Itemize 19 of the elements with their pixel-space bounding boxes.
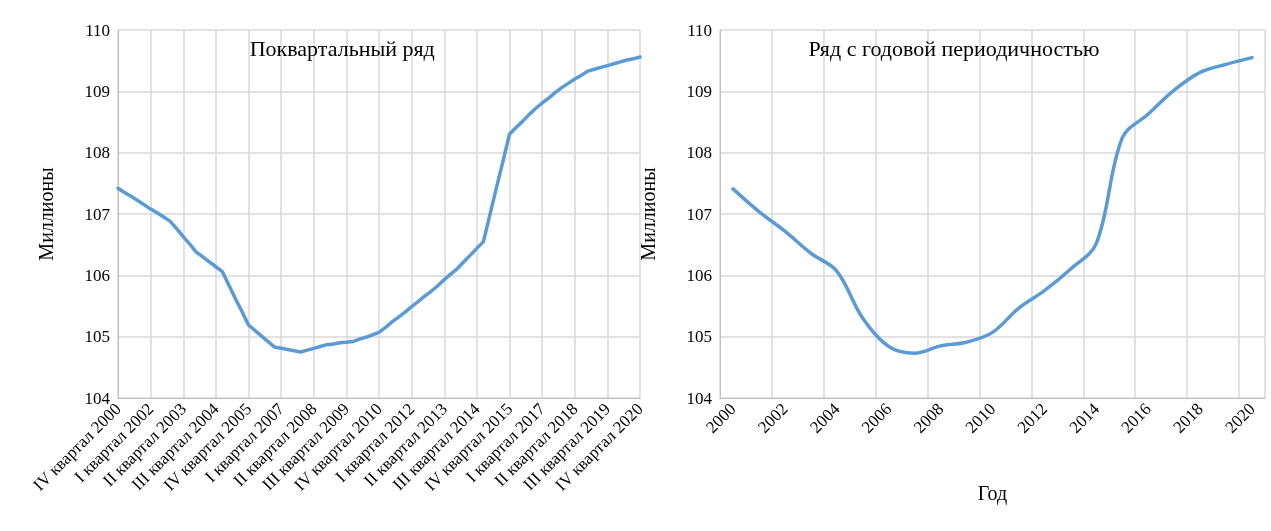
y-tick-label: 107	[84, 204, 111, 224]
x-axis-title: Год	[977, 482, 1008, 505]
y-tick-label: 107	[686, 204, 713, 224]
y-tick-label: 110	[85, 20, 110, 40]
y-axis-title: Миллионы	[637, 167, 659, 261]
y-tick-label: 108	[84, 143, 110, 163]
chart-title: Ряд с годовой периодичностью	[808, 35, 1100, 61]
y-tick-label: 109	[84, 81, 110, 101]
y-tick-label: 105	[686, 327, 712, 347]
y-tick-label: 106	[84, 265, 110, 285]
y-tick-label: 106	[686, 265, 712, 285]
y-tick-label: 104	[84, 388, 111, 408]
y-tick-label: 105	[84, 327, 110, 347]
y-tick-label: 104	[686, 388, 713, 408]
y-tick-label: 110	[687, 20, 712, 40]
y-axis-title: Миллионы	[35, 167, 57, 261]
chart-title: Поквартальный ряд	[249, 35, 435, 61]
y-tick-label: 108	[686, 143, 712, 163]
y-tick-label: 109	[686, 81, 712, 101]
